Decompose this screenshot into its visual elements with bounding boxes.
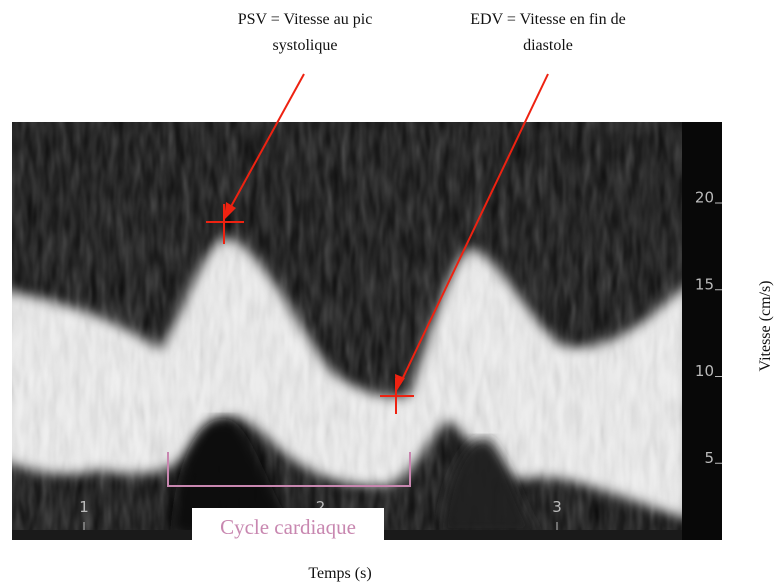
x-tick-label: 3 — [552, 498, 562, 516]
y-tick-label: 20 — [695, 189, 714, 207]
edv-line2: diastole — [523, 37, 573, 54]
x-tick-label: 1 — [79, 498, 89, 516]
cycle-label: Cycle cardiaque — [220, 515, 356, 539]
y-axis-label: Vitesse (cm/s) — [757, 280, 774, 371]
psv-line1: PSV = Vitesse au pic — [238, 11, 373, 28]
spectrogram — [12, 122, 722, 540]
y-tick-label: 10 — [695, 362, 714, 380]
arrowheads — [224, 202, 405, 392]
x-axis-label: Temps (s) — [308, 565, 371, 582]
psv-line2: systolique — [273, 37, 338, 54]
cycle-bracket — [167, 452, 411, 487]
edv-line1: EDV = Vitesse en fin de — [470, 11, 625, 28]
markers — [206, 73, 549, 414]
y-tick-label: 15 — [695, 275, 714, 293]
cycle-label-box — [192, 508, 384, 546]
x-tick-label: 2 — [316, 498, 326, 516]
axis-ticks: 1 2 3 5 10 15 20 — [79, 189, 722, 530]
y-tick-label: 5 — [704, 449, 714, 467]
